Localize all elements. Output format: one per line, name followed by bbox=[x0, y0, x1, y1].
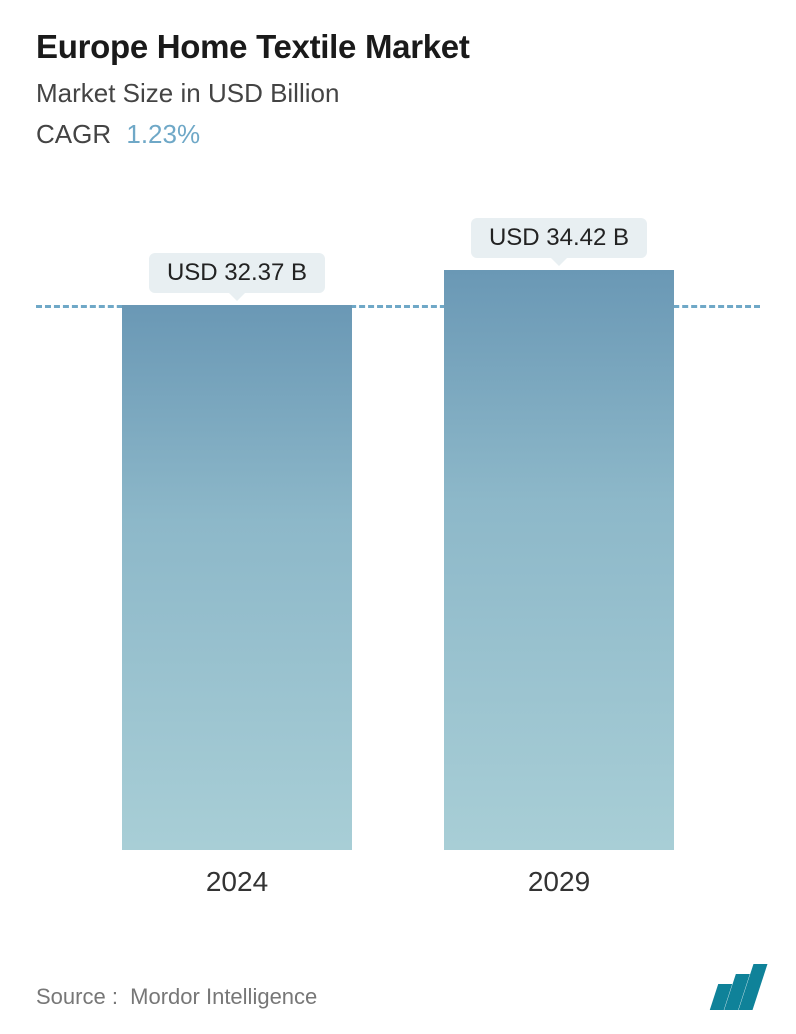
bar-group-2024: USD 32.37 B2024 bbox=[122, 253, 352, 850]
bar bbox=[122, 305, 352, 850]
brand-logo-icon bbox=[714, 964, 760, 1010]
chart-title: Europe Home Textile Market bbox=[36, 28, 760, 66]
cagr-value: 1.23% bbox=[126, 119, 200, 149]
cagr-line: CAGR 1.23% bbox=[36, 119, 760, 150]
value-badge: USD 34.42 B bbox=[471, 218, 647, 258]
year-label: 2024 bbox=[206, 866, 268, 898]
source-label: Source : bbox=[36, 984, 118, 1009]
value-badge: USD 32.37 B bbox=[149, 253, 325, 293]
chart-subtitle: Market Size in USD Billion bbox=[36, 78, 760, 109]
chart-area: USD 32.37 B2024USD 34.42 B2029 bbox=[36, 230, 760, 910]
bar-group-2029: USD 34.42 B2029 bbox=[444, 218, 674, 850]
bar bbox=[444, 270, 674, 850]
chart-footer: Source : Mordor Intelligence bbox=[36, 964, 760, 1010]
year-label: 2029 bbox=[528, 866, 590, 898]
source-text: Source : Mordor Intelligence bbox=[36, 984, 317, 1010]
bars-container: USD 32.37 B2024USD 34.42 B2029 bbox=[36, 230, 760, 850]
cagr-label: CAGR bbox=[36, 119, 111, 149]
source-name: Mordor Intelligence bbox=[130, 984, 317, 1009]
